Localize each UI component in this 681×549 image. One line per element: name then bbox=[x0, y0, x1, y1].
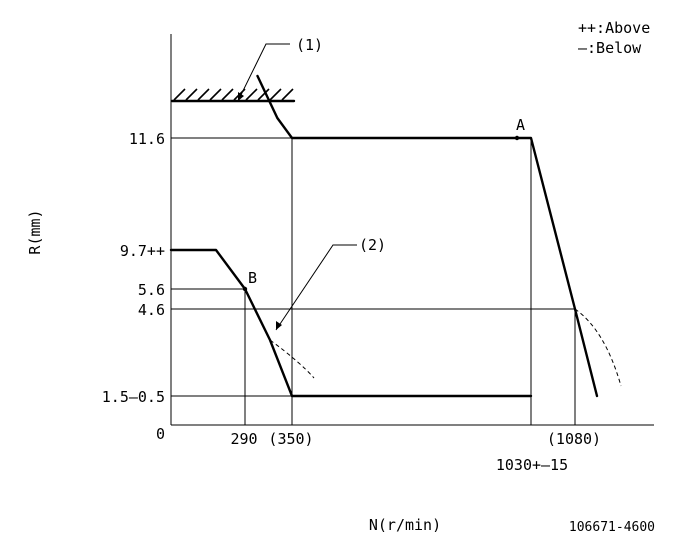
hatch-mark bbox=[185, 88, 198, 101]
x-tick-label: 1030+–15 bbox=[496, 456, 568, 474]
data-point-A bbox=[514, 135, 520, 141]
axes bbox=[170, 34, 654, 426]
curves bbox=[169, 43, 622, 398]
hatch-mark bbox=[257, 88, 270, 101]
hatch-mark bbox=[209, 88, 222, 101]
leader-arrow-1 bbox=[238, 92, 244, 101]
stopper-hatch bbox=[170, 88, 296, 103]
labels: A B (1) (2) 0 1.5–0.5 4.6 5.6 9.7++ 11.6 290 (350) 1… bbox=[26, 19, 655, 535]
y-axis-label: R(mm) bbox=[26, 209, 44, 254]
hatch-mark bbox=[173, 88, 186, 101]
x-tick-label: (1080) bbox=[547, 430, 601, 448]
point-label-B: B bbox=[248, 269, 257, 287]
leader-line-2 bbox=[275, 244, 357, 331]
dashed-extension-upper bbox=[574, 308, 622, 387]
annotation-label: (2) bbox=[359, 236, 386, 254]
x-axis-label: N(r/min) bbox=[369, 516, 441, 534]
hatch-mark bbox=[269, 88, 282, 101]
y-tick-label: 9.7++ bbox=[120, 242, 165, 260]
hatch-mark bbox=[197, 88, 210, 101]
series-line-upper bbox=[256, 74, 599, 398]
drawing-number: 106671-4600 bbox=[569, 520, 655, 535]
data-point-B bbox=[242, 286, 248, 292]
series-line-lower bbox=[169, 248, 533, 398]
y-tick-label: 0 bbox=[156, 425, 165, 443]
legend-above: ++:Above bbox=[578, 19, 650, 37]
y-tick-label: 4.6 bbox=[138, 301, 165, 319]
y-tick-label: 11.6 bbox=[129, 130, 165, 148]
x-tick-label: (350) bbox=[268, 430, 313, 448]
y-tick-label: 5.6 bbox=[138, 281, 165, 299]
legend-below: —:Below bbox=[578, 39, 642, 57]
hatch-mark bbox=[281, 88, 294, 101]
leader-line-1 bbox=[237, 43, 290, 102]
annotation-label: (1) bbox=[296, 36, 323, 54]
hatch-mark bbox=[245, 88, 258, 101]
hatch-mark bbox=[221, 88, 234, 101]
leader-arrow-2 bbox=[276, 321, 282, 330]
guide-lines bbox=[171, 137, 576, 425]
y-tick-label: 1.5–0.5 bbox=[102, 388, 165, 406]
x-tick-label: 290 bbox=[230, 430, 257, 448]
point-label-A: A bbox=[516, 116, 525, 134]
